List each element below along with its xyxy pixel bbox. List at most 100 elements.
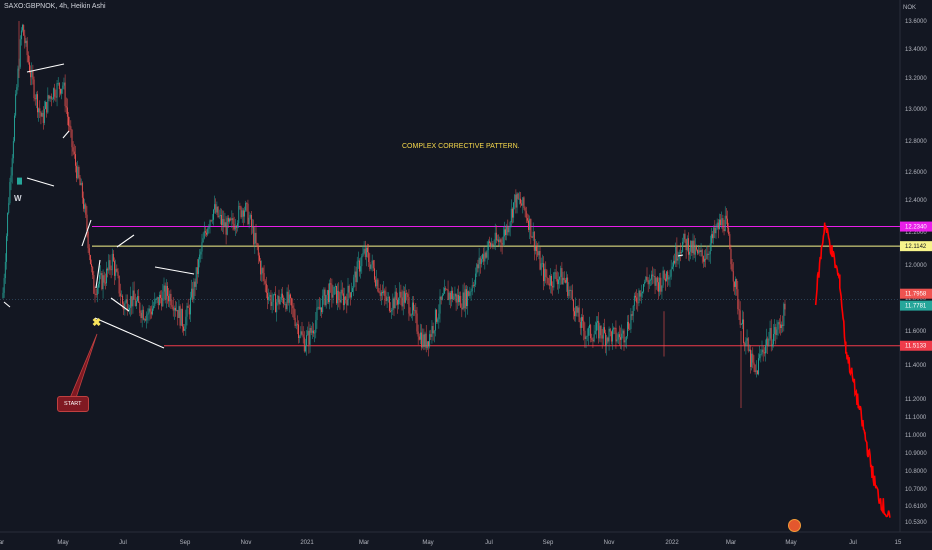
candle-body (498, 239, 500, 243)
candle-body (459, 295, 460, 303)
candle-body (167, 285, 168, 296)
candle-body (334, 285, 336, 287)
candle-body (566, 277, 567, 283)
candle-body (685, 239, 687, 251)
candle-body (495, 232, 497, 241)
candle-body (126, 299, 128, 312)
candle-body (761, 349, 763, 355)
candle-body (735, 279, 736, 287)
candle-body (424, 333, 426, 347)
candle-body (425, 333, 427, 348)
symbol-title[interactable]: SAXO:GBPNOK, 4h, Heikin Ashi (4, 3, 106, 10)
candle-body (239, 206, 241, 207)
candle-body (275, 293, 276, 313)
candle-body (241, 210, 243, 218)
candle-body (88, 248, 90, 256)
candle-body (295, 324, 297, 326)
candle-body (538, 251, 540, 256)
candle-body (533, 231, 535, 251)
candle-body (470, 291, 472, 292)
candle-body (141, 309, 143, 319)
y-tick-label: 13.4000 (905, 47, 927, 53)
candle-body (255, 232, 257, 244)
candle-body (446, 289, 448, 291)
candle-body (198, 259, 199, 274)
candle-body (750, 349, 751, 367)
candle-body (376, 279, 378, 287)
candle-body (638, 290, 640, 304)
candle-body (341, 289, 343, 294)
candle-body (216, 206, 218, 213)
candle-body (219, 215, 221, 216)
candle-body (414, 310, 416, 312)
candle-body (138, 296, 140, 303)
candle-body (32, 70, 34, 80)
x-tick-label: 2022 (665, 540, 679, 546)
candle-body (409, 313, 411, 316)
candle-body (121, 295, 122, 297)
candle-body (509, 222, 511, 228)
candle-body (282, 293, 283, 298)
candle-body (34, 98, 36, 100)
candle-body (361, 256, 363, 267)
candle-body (559, 276, 561, 280)
candle-body (505, 229, 506, 235)
candle-body (19, 39, 21, 67)
tradingview-logo-icon[interactable] (788, 519, 801, 532)
candle-body (291, 298, 293, 306)
candle-body (271, 301, 273, 306)
y-tick-label: 11.8000 (905, 296, 927, 302)
candle-body (599, 325, 601, 339)
candle-body (283, 297, 285, 304)
y-tick-label: 10.5300 (905, 520, 927, 526)
candle-body (186, 305, 188, 317)
candle-body (725, 215, 727, 219)
candle-body (315, 320, 317, 333)
candle-body (144, 319, 145, 321)
candle-body (23, 24, 25, 36)
candle-body (443, 293, 444, 295)
candle-body (164, 285, 166, 300)
x-tick-label: Mar (0, 540, 4, 546)
pattern-annotation: COMPLEX CORRECTIVE PATTERN. (402, 143, 520, 150)
candle-body (65, 105, 67, 108)
candle-body (35, 94, 37, 100)
candle-body (38, 108, 40, 113)
candle-body (426, 341, 428, 348)
candle-body (279, 299, 281, 305)
trendline-drawing (94, 317, 165, 349)
x-tick-label: Mar (359, 540, 369, 546)
candle-body (184, 328, 186, 331)
candle-body (17, 177, 22, 185)
candle-body (428, 341, 429, 347)
candle-body (91, 264, 92, 267)
candle-body (777, 322, 779, 330)
candle-body (556, 279, 558, 285)
trendline-drawing (3, 301, 11, 308)
candle-body (663, 270, 665, 279)
candle-body (286, 291, 288, 310)
candle-body (176, 310, 178, 311)
candle-body (444, 288, 446, 294)
y-tick-label: 12.0000 (905, 263, 927, 269)
candle-body (464, 289, 466, 309)
candle-body (591, 338, 593, 340)
candle-body (632, 305, 634, 316)
candle-body (489, 241, 490, 243)
candle-body (539, 251, 541, 270)
candle-body (27, 55, 29, 63)
candle-body (199, 254, 201, 260)
candle-body (222, 219, 224, 226)
candle-body (451, 290, 452, 300)
candle-body (339, 300, 341, 303)
candle-body (456, 294, 458, 303)
candle-body (662, 270, 664, 286)
candle-body (168, 295, 170, 302)
candle-body (623, 330, 625, 343)
x-tick-label: Jul (485, 540, 493, 546)
candle-body (400, 291, 402, 298)
candle-body (416, 313, 418, 332)
candle-body (664, 278, 666, 282)
candle-body (280, 293, 282, 300)
